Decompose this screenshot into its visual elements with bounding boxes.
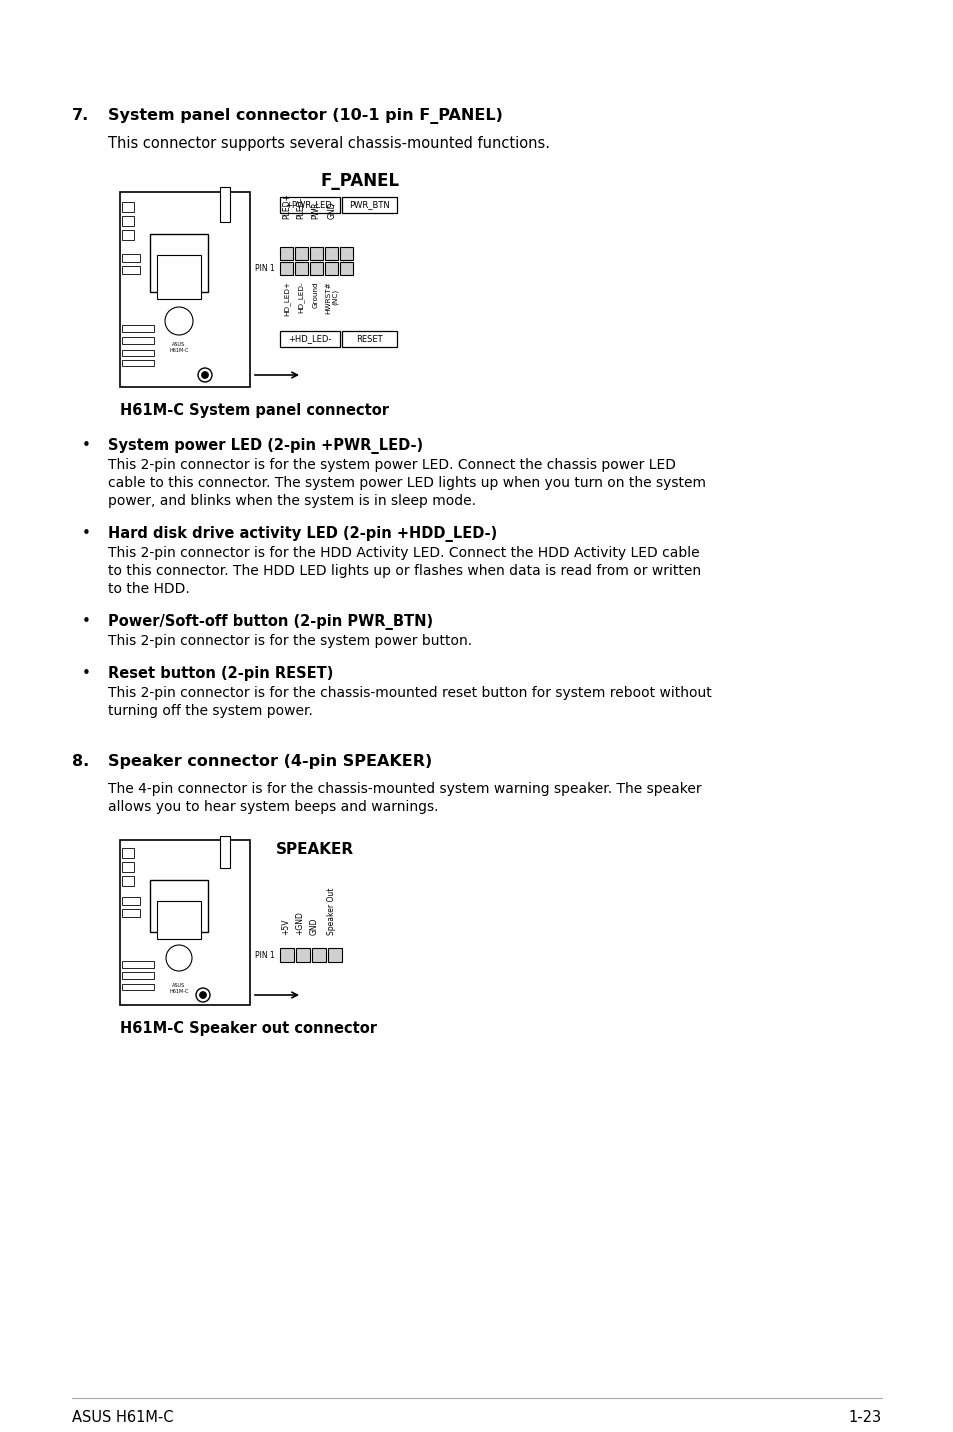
Circle shape: [195, 988, 210, 1002]
Bar: [122, 896, 140, 905]
Bar: [325, 262, 337, 275]
Text: This 2-pin connector is for the chassis-mounted reset button for system reboot w: This 2-pin connector is for the chassis-…: [108, 686, 711, 700]
Bar: [150, 233, 208, 292]
Bar: [280, 948, 294, 962]
Bar: [122, 862, 133, 872]
Bar: [312, 948, 326, 962]
Text: power, and blinks when the system is in sleep mode.: power, and blinks when the system is in …: [108, 494, 476, 508]
Text: This 2-pin connector is for the system power LED. Connect the chassis power LED: This 2-pin connector is for the system p…: [108, 458, 676, 473]
Text: This 2-pin connector is for the system power button.: This 2-pin connector is for the system p…: [108, 634, 472, 649]
Text: Speaker connector (4-pin SPEAKER): Speaker connector (4-pin SPEAKER): [108, 755, 432, 769]
Text: Speaker Out: Speaker Out: [327, 888, 336, 935]
Text: PWR_BTN: PWR_BTN: [349, 200, 390, 209]
Text: +HD_LED-: +HD_LED-: [288, 335, 332, 344]
Bar: [120, 841, 250, 1005]
Bar: [122, 253, 140, 262]
Text: PIN 1: PIN 1: [255, 263, 274, 274]
Text: SPEAKER: SPEAKER: [275, 842, 354, 856]
Circle shape: [166, 945, 192, 971]
Bar: [310, 262, 323, 275]
Text: PIN 1: PIN 1: [255, 951, 274, 959]
Text: •: •: [82, 666, 91, 682]
Bar: [122, 216, 133, 226]
Bar: [294, 246, 308, 261]
Text: HD_LED-: HD_LED-: [297, 281, 304, 312]
Bar: [339, 246, 353, 261]
Bar: [120, 192, 250, 387]
Bar: [295, 948, 310, 962]
Bar: [122, 231, 133, 241]
Bar: [157, 255, 201, 299]
Text: allows you to hear system beeps and warnings.: allows you to hear system beeps and warn…: [108, 800, 438, 813]
Circle shape: [201, 371, 209, 378]
Text: cable to this connector. The system power LED lights up when you turn on the sys: cable to this connector. The system powe…: [108, 475, 705, 490]
Text: PWR: PWR: [312, 202, 320, 219]
Text: HD_LED+: HD_LED+: [283, 281, 290, 316]
Text: H61M-C Speaker out connector: H61M-C Speaker out connector: [120, 1021, 376, 1035]
Bar: [280, 246, 293, 261]
Text: PLED-: PLED-: [296, 196, 305, 219]
Bar: [122, 909, 140, 916]
Text: ASUS
H61M-C: ASUS H61M-C: [169, 342, 189, 352]
Text: H61M-C System panel connector: H61M-C System panel connector: [120, 402, 389, 418]
Bar: [220, 188, 230, 222]
Circle shape: [199, 991, 206, 998]
Circle shape: [198, 368, 212, 382]
Text: Ground: Ground: [313, 281, 318, 308]
Text: F_PANEL: F_PANEL: [320, 172, 399, 190]
Bar: [150, 881, 208, 932]
Text: turning off the system power.: turning off the system power.: [108, 705, 313, 717]
Text: ASUS
H61M-C: ASUS H61M-C: [169, 982, 189, 994]
Text: +5V: +5V: [281, 918, 291, 935]
Bar: [122, 202, 133, 212]
Text: +GND: +GND: [295, 911, 304, 935]
Text: 8.: 8.: [71, 755, 90, 769]
Text: to this connector. The HDD LED lights up or flashes when data is read from or wr: to this connector. The HDD LED lights up…: [108, 564, 700, 579]
Bar: [122, 984, 153, 990]
Text: Power/Soft-off button (2-pin PWR_BTN): Power/Soft-off button (2-pin PWR_BTN): [108, 614, 433, 630]
Text: 7.: 7.: [71, 107, 90, 123]
Bar: [122, 848, 133, 858]
Bar: [157, 901, 201, 939]
Bar: [122, 349, 153, 357]
Bar: [325, 246, 337, 261]
Bar: [122, 266, 140, 274]
Text: 1-23: 1-23: [848, 1411, 882, 1425]
Text: This 2-pin connector is for the HDD Activity LED. Connect the HDD Activity LED c: This 2-pin connector is for the HDD Acti…: [108, 546, 699, 560]
Text: System panel connector (10-1 pin F_PANEL): System panel connector (10-1 pin F_PANEL…: [108, 107, 502, 125]
Bar: [122, 359, 153, 367]
Text: PLED+: PLED+: [282, 193, 292, 219]
Bar: [122, 961, 153, 968]
Bar: [280, 331, 339, 347]
Bar: [122, 325, 153, 332]
Bar: [122, 337, 153, 344]
Bar: [341, 331, 396, 347]
Circle shape: [165, 306, 193, 335]
Text: GND: GND: [327, 202, 336, 219]
Text: ASUS H61M-C: ASUS H61M-C: [71, 1411, 173, 1425]
Bar: [339, 262, 353, 275]
Text: The 4-pin connector is for the chassis-mounted system warning speaker. The speak: The 4-pin connector is for the chassis-m…: [108, 782, 700, 796]
Text: +PWR_LED-: +PWR_LED-: [285, 200, 335, 209]
Bar: [328, 948, 341, 962]
Bar: [280, 198, 339, 213]
Text: •: •: [82, 438, 91, 453]
Bar: [341, 198, 396, 213]
Text: HWRST#
(NC): HWRST# (NC): [325, 281, 338, 314]
Bar: [294, 262, 308, 275]
Text: System power LED (2-pin +PWR_LED-): System power LED (2-pin +PWR_LED-): [108, 438, 423, 454]
Text: Reset button (2-pin RESET): Reset button (2-pin RESET): [108, 666, 333, 682]
Text: RESET: RESET: [355, 335, 382, 344]
Text: GND: GND: [309, 918, 318, 935]
Text: This connector supports several chassis-mounted functions.: This connector supports several chassis-…: [108, 136, 550, 150]
Bar: [122, 972, 153, 979]
Text: Hard disk drive activity LED (2-pin +HDD_LED-): Hard disk drive activity LED (2-pin +HDD…: [108, 526, 497, 541]
Text: •: •: [82, 614, 91, 629]
Text: •: •: [82, 526, 91, 541]
Bar: [122, 876, 133, 886]
Bar: [220, 836, 230, 868]
Bar: [310, 246, 323, 261]
Text: to the HDD.: to the HDD.: [108, 581, 190, 596]
Bar: [280, 262, 293, 275]
